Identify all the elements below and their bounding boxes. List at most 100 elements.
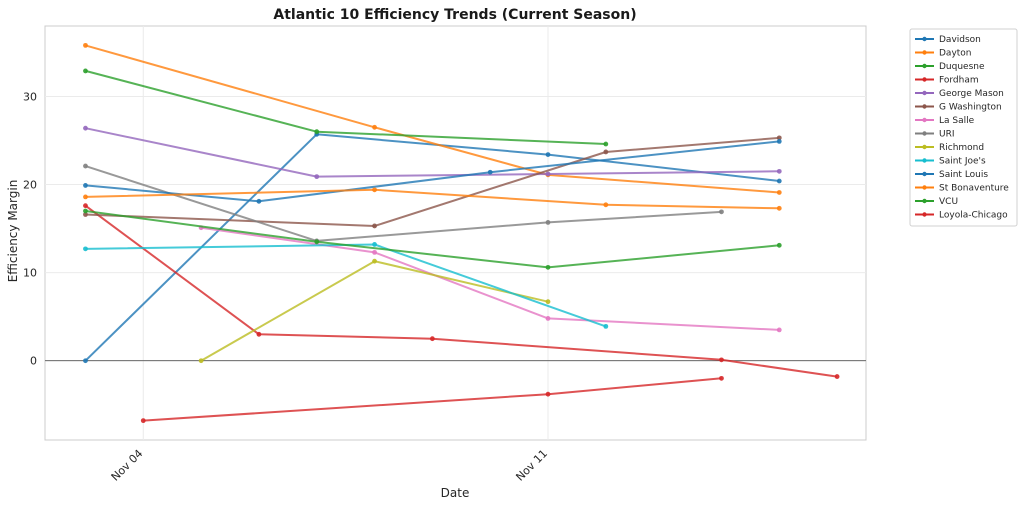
legend-item: La Salle	[915, 116, 975, 126]
series-richmond	[198, 258, 551, 364]
legend-marker	[922, 144, 927, 150]
legend-label: Duquesne	[939, 62, 985, 72]
legend-marker	[922, 90, 927, 96]
data-point	[603, 141, 609, 147]
series-line	[200, 226, 780, 331]
y-tick-label: 30	[23, 90, 37, 103]
chart-title: Atlantic 10 Efficiency Trends (Current S…	[273, 7, 636, 23]
legend-item: URI	[915, 130, 955, 140]
series-saint-louis	[83, 138, 782, 204]
legend-items: Davidson Dayton Duquesne Fordham George Maso…	[915, 35, 1009, 221]
legend-label: Dayton	[939, 49, 972, 59]
plot-area	[44, 25, 867, 441]
series-group	[83, 42, 840, 424]
data-point	[83, 246, 88, 252]
data-point	[372, 242, 377, 247]
data-point	[83, 194, 88, 200]
x-axis-label: Date	[441, 486, 470, 500]
data-point	[83, 163, 88, 169]
series-fordham	[83, 203, 840, 379]
legend-marker	[922, 50, 927, 55]
legend-item: Dayton	[915, 49, 972, 59]
legend-marker	[922, 77, 927, 82]
data-point	[372, 223, 377, 229]
y-tick-label: 20	[23, 179, 37, 192]
data-point	[545, 316, 551, 321]
data-point	[83, 42, 88, 48]
data-point	[198, 358, 204, 364]
series-saint-joe-s	[83, 242, 609, 329]
data-point	[776, 242, 782, 248]
legend-item: Saint Louis	[915, 170, 988, 180]
data-point	[372, 258, 377, 264]
legend-item: Loyola-Chicago	[915, 211, 1008, 221]
legend-label: Richmond	[939, 143, 984, 153]
data-point	[603, 323, 609, 329]
data-point	[372, 124, 377, 130]
data-point	[83, 358, 88, 364]
legend-label: La Salle	[939, 116, 975, 126]
series-line	[85, 136, 780, 227]
y-tick-label: 10	[23, 267, 37, 280]
data-point	[256, 331, 262, 337]
legend-item: Fordham	[915, 76, 979, 86]
data-point	[776, 205, 782, 211]
series-george-mason	[83, 125, 782, 180]
legend-label: St Bonaventure	[939, 184, 1009, 194]
series-line	[85, 127, 780, 178]
series-duquesne	[83, 68, 609, 147]
data-point	[545, 220, 551, 225]
data-point	[719, 375, 724, 381]
data-point	[545, 264, 551, 270]
legend-frame	[909, 28, 1018, 227]
legend-item: Duquesne	[915, 62, 985, 72]
data-point	[776, 135, 782, 141]
legend-marker	[922, 171, 927, 177]
data-point	[603, 149, 609, 155]
legend-label: Saint Joe's	[939, 157, 986, 167]
data-point	[776, 178, 782, 184]
data-point	[83, 212, 88, 217]
data-point	[83, 183, 88, 188]
series-line	[85, 188, 780, 210]
legend-item: George Mason	[915, 89, 1004, 99]
data-point	[776, 168, 782, 174]
legend-item: G Washington	[915, 103, 1002, 113]
y-axis-label: Efficiency Margin	[6, 180, 20, 283]
legend-label: Fordham	[939, 76, 979, 86]
legend-label: Saint Louis	[939, 170, 988, 180]
series-line	[85, 44, 780, 194]
data-point	[83, 203, 88, 209]
legend-item: Saint Joe's	[915, 157, 986, 167]
data-point	[603, 202, 609, 208]
data-point	[776, 138, 782, 144]
series-st-bonaventure	[83, 187, 782, 211]
data-point	[776, 327, 782, 333]
data-point	[256, 198, 262, 204]
series-vcu	[83, 208, 782, 270]
data-point	[372, 249, 377, 255]
data-point	[83, 125, 88, 131]
data-point	[314, 174, 320, 180]
y-tick-label: 0	[30, 355, 37, 368]
data-point	[429, 336, 435, 342]
data-point	[834, 374, 840, 379]
series-g-washington	[83, 135, 782, 229]
legend-marker	[922, 36, 927, 42]
legend-label: VCU	[939, 197, 958, 207]
legend-label: George Mason	[939, 89, 1004, 99]
series-line	[85, 165, 722, 242]
legend-label: Loyola-Chicago	[939, 211, 1008, 221]
data-point	[719, 357, 724, 363]
data-point	[545, 152, 551, 158]
legend-item: Richmond	[915, 143, 984, 153]
data-point	[545, 299, 551, 305]
data-point	[83, 68, 88, 74]
data-point	[83, 208, 88, 214]
data-point	[545, 171, 551, 177]
data-point	[487, 169, 493, 175]
series-line	[85, 210, 780, 269]
data-point	[545, 391, 551, 397]
data-point	[372, 187, 377, 193]
